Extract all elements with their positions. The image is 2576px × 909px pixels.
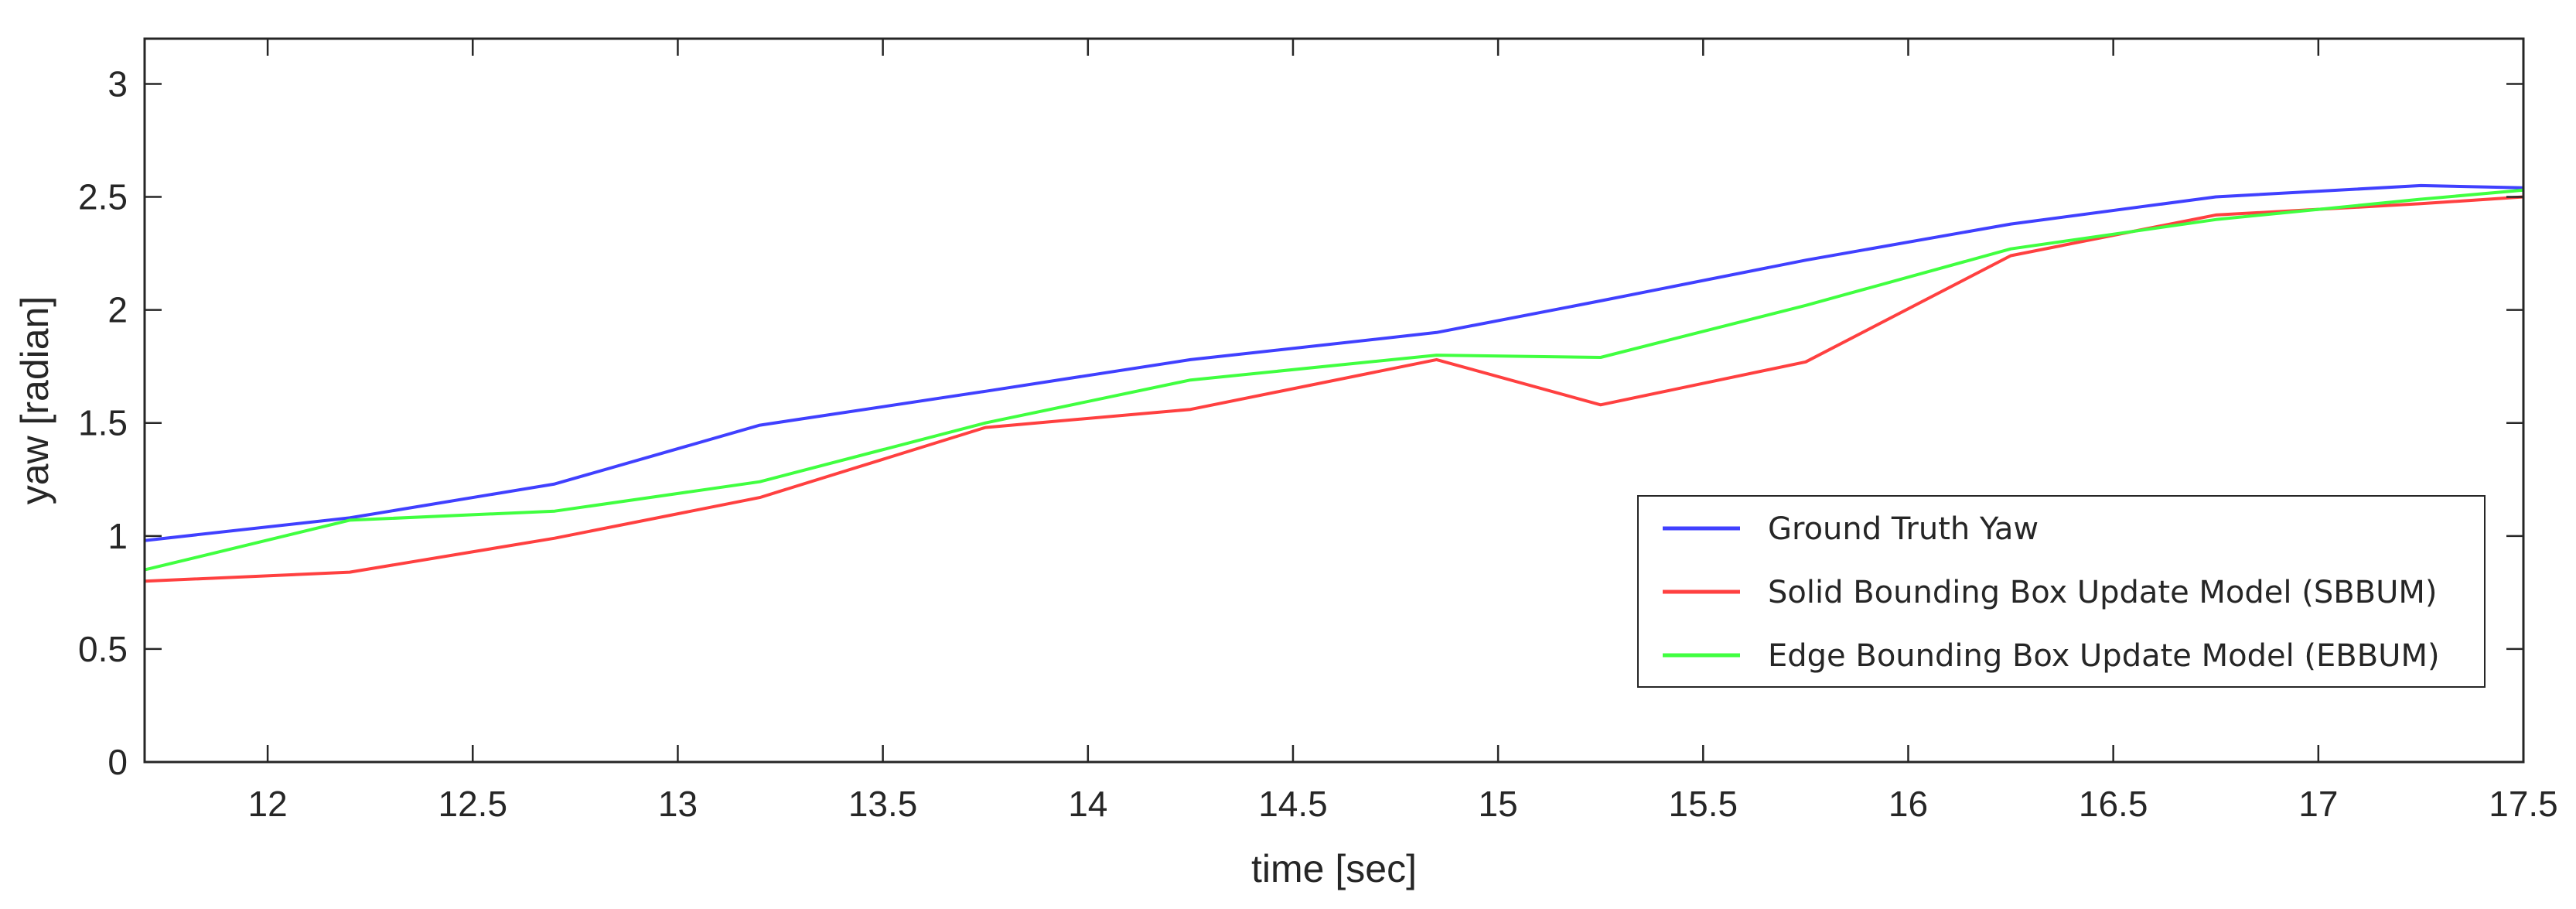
plot-area: 12 12.5 13 13.5 14 14.5 15 15.5 16 16.5 17 17.500.5…	[78, 37, 2558, 824]
legend-entry-label: Ground Truth Yaw	[1768, 511, 2039, 547]
x-tick-label: 16	[1888, 784, 1928, 824]
x-tick-label: 16.5	[2079, 784, 2148, 824]
x-tick-label: 13.5	[848, 784, 918, 824]
series-line-3	[144, 188, 2524, 572]
y-axis-label: yaw [radian]	[13, 296, 56, 505]
y-tick-label: 0.5	[78, 629, 128, 669]
y-tick-label: 1.5	[78, 403, 128, 443]
x-tick-label: 14.5	[1258, 784, 1328, 824]
y-tick-label: 2	[107, 290, 128, 330]
series-line-1	[144, 183, 2524, 542]
series-line-2	[144, 195, 2524, 583]
y-tick-label: 1	[107, 516, 128, 556]
plot-frame	[143, 37, 2525, 764]
y-tick-label: 2.5	[78, 177, 128, 217]
x-tick-label: 17.5	[2489, 784, 2558, 824]
legend-entry-label: Edge Bounding Box Update Model (EBBUM)	[1768, 638, 2440, 674]
y-tick-label: 3	[107, 63, 128, 104]
x-tick-label: 15.5	[1669, 784, 1738, 824]
x-axis-label: time [sec]	[1251, 847, 1417, 890]
x-tick-label: 17	[2298, 784, 2338, 824]
x-tick-label: 13	[658, 784, 698, 824]
x-tick-label: 12	[248, 784, 288, 824]
series-layer	[144, 183, 2524, 583]
legend: Ground Truth Yaw Solid Bounding Box Updat…	[1637, 495, 2486, 688]
legend-box	[1637, 495, 2486, 688]
x-tick-label: 12.5	[438, 784, 508, 824]
legend-entry-label: Solid Bounding Box Update Model (SBBUM)	[1768, 575, 2438, 610]
x-tick-label: 15	[1479, 784, 1518, 824]
y-tick-label: 0	[107, 742, 128, 782]
ticks-layer: 12 12.5 13 13.5 14 14.5 15 15.5 16 16.5 17 17.500.5…	[78, 39, 2558, 824]
x-tick-label: 14	[1068, 784, 1107, 824]
